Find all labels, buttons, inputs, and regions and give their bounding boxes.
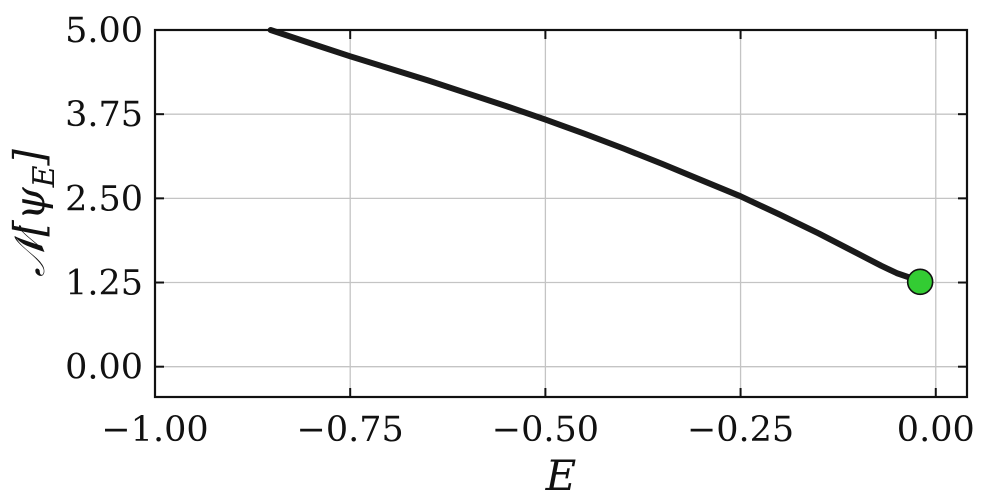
y-tick-label: 3.75 [65,95,143,135]
y-axis-label-close: ] [5,148,54,166]
y-tick-label: 2.50 [65,179,143,219]
x-tick-label: −0.75 [297,410,404,450]
y-tick-labels: 0.00 1.25 2.50 3.75 5.00 [65,11,143,388]
tick-marks [154,29,967,397]
x-axis-label: E [545,451,577,498]
x-tick-label: −1.00 [101,410,208,450]
x-tick-label: −0.25 [687,410,794,450]
y-axis-label-subscript: E [27,165,62,188]
curve-layer [267,27,924,285]
y-axis-label-main: 𝒩[ψ [5,186,54,277]
y-tick-label: 1.25 [65,264,143,304]
x-tick-label: −0.50 [492,410,599,450]
y-tick-label: 5.00 [65,11,143,51]
plot-frame [153,28,969,399]
y-tick-label: 0.00 [65,348,143,388]
series-line [267,27,924,285]
y-axis-label: 𝒩[ψE] [5,148,62,276]
marker-layer [906,268,934,296]
endpoint-marker [906,268,934,296]
x-tick-labels: −1.00 −0.75 −0.50 −0.25 0.00 [101,410,974,450]
grid [154,29,967,397]
x-tick-label: 0.00 [897,410,975,450]
